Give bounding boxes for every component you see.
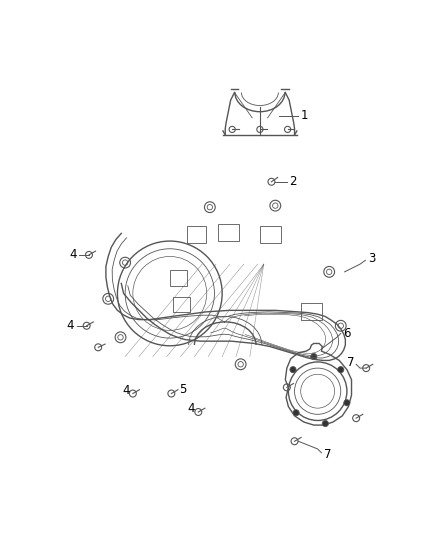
Bar bbox=[218, 224, 239, 241]
Circle shape bbox=[290, 367, 296, 373]
Text: 4: 4 bbox=[188, 402, 195, 415]
Text: 4: 4 bbox=[69, 248, 77, 261]
Text: 2: 2 bbox=[289, 175, 297, 188]
Text: 6: 6 bbox=[343, 327, 350, 340]
Bar bbox=[187, 225, 206, 243]
Bar bbox=[170, 270, 187, 286]
Circle shape bbox=[344, 400, 350, 406]
Circle shape bbox=[311, 353, 317, 360]
Text: 4: 4 bbox=[122, 384, 130, 397]
Circle shape bbox=[293, 410, 299, 416]
Text: 7: 7 bbox=[347, 356, 355, 369]
Text: 7: 7 bbox=[324, 448, 331, 461]
Bar bbox=[173, 296, 190, 312]
Circle shape bbox=[338, 367, 344, 373]
Bar bbox=[260, 225, 282, 243]
Text: 3: 3 bbox=[367, 252, 375, 265]
Circle shape bbox=[322, 421, 328, 426]
Text: 5: 5 bbox=[179, 383, 187, 396]
Text: 1: 1 bbox=[301, 109, 308, 122]
Bar bbox=[301, 303, 322, 320]
Text: 4: 4 bbox=[67, 319, 74, 332]
